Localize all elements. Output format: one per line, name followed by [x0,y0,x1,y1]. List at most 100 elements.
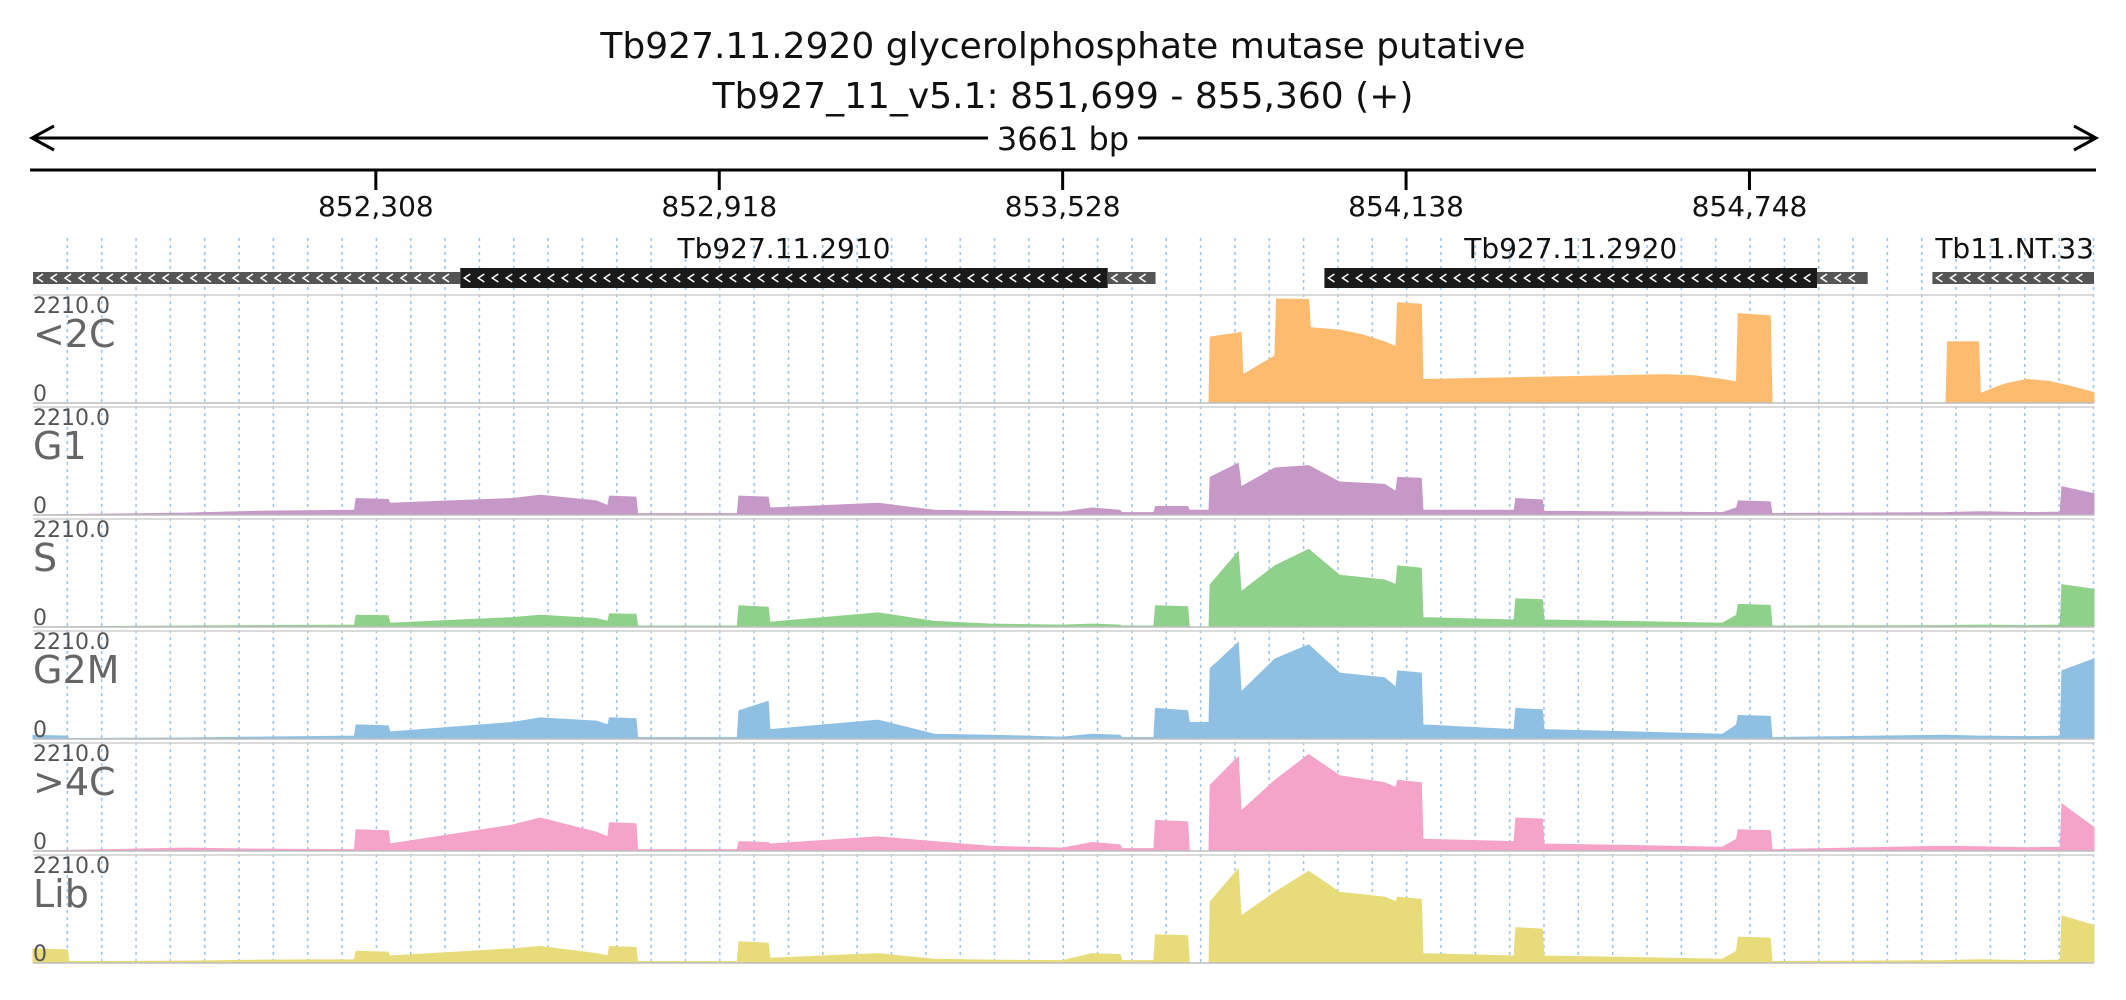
strand-chevron [840,273,849,283]
strand-chevron [1747,273,1755,283]
strand-chevron [756,273,765,283]
strand-chevron [1509,273,1517,283]
strand-chevron [518,273,527,283]
strand-chevron [1036,273,1045,283]
strand-chevron [1078,273,1087,283]
strand-chevron [1411,273,1419,283]
strand-chevron [952,273,961,283]
strand-chevron [938,273,947,283]
strand-chevron [1022,273,1031,283]
strand-chevron [1495,273,1503,283]
strand-chevron [77,273,86,283]
strand-chevron [329,273,338,283]
strand-chevron [133,273,142,283]
strand-chevron [644,273,653,283]
strand-chevron [854,273,863,283]
strand-chevron [826,273,835,283]
coverage-tracks: 2210.00<2C2210.00G12210.00S2210.00G2M221… [32,294,2095,967]
strand-chevron [1819,273,1828,283]
strand-chevron [1537,273,1545,283]
strand-chevron [490,273,499,283]
strand-chevron [462,273,471,283]
track-name-label: G2M [33,648,119,692]
strand-chevron [161,273,170,283]
strand-chevron [728,273,737,283]
track-min-label: 0 [33,494,47,519]
track-max-label: 2210.0 [33,854,110,879]
strand-chevron [1110,273,1119,283]
strand-chevron [441,273,450,283]
strand-chevron [1453,273,1461,283]
strand-chevron [119,273,128,283]
track-max-label: 2210.0 [33,630,110,655]
track-min-label: 0 [33,606,47,631]
track-name-label: <2C [33,312,116,356]
strand-chevron [714,273,723,283]
strand-chevron [2075,273,2083,283]
track-min-label: 0 [33,382,47,407]
strand-chevron [1733,273,1741,283]
strand-chevron [1327,273,1335,283]
strand-chevron [35,273,44,283]
strand-chevron [203,273,212,283]
strand-chevron [371,273,380,283]
strand-chevron [1677,273,1685,283]
strand-chevron [175,273,184,283]
strand-chevron [357,273,366,283]
strand-chevron [1050,273,1059,283]
strand-chevron [1064,273,1073,283]
strand-chevron [1467,273,1475,283]
strand-chevron [1138,273,1147,283]
x-tick-label: 853,528 [1005,190,1121,223]
strand-chevron [1593,273,1601,283]
track-name-label: S [33,536,57,580]
strand-chevron [1439,273,1447,283]
strand-chevron [2033,273,2041,283]
strand-chevron [966,273,975,283]
strand-chevron [1565,273,1573,283]
strand-chevron [1425,273,1433,283]
strand-chevron [273,273,282,283]
coverage-area [33,298,2095,404]
strand-chevron [616,273,625,283]
strand-chevron [287,273,296,283]
track-name-label: >4C [33,760,116,804]
strand-chevron [1775,273,1783,283]
strand-chevron [1008,273,1017,283]
strand-chevron [1663,273,1671,283]
x-tick-label: 854,138 [1348,190,1464,223]
strand-chevron [784,273,793,283]
x-axis-ticks: 852,308 852,918 853,528 854,138 854,748 [318,170,1807,223]
strand-chevron [63,273,72,283]
strand-chevron [1607,273,1615,283]
x-tick-label: 854,748 [1692,190,1808,223]
gene-cds-bar [1324,268,1818,288]
track-min-label: 0 [33,718,47,743]
strand-chevron [910,273,919,283]
strand-chevron [399,273,408,283]
coverage-area [32,462,2095,516]
strand-chevron [1935,273,1943,283]
strand-chevron [868,273,877,283]
strand-chevron [1092,273,1101,283]
strand-chevron [301,273,310,283]
strand-chevron [700,273,709,283]
strand-chevron [1963,273,1971,283]
span-length-label: 3661 bp [997,120,1129,158]
x-tick-label: 852,308 [318,190,434,223]
chart-subtitle: Tb927_11_v5.1: 851,699 - 855,360 (+) [712,76,1414,117]
strand-chevron [259,273,268,283]
strand-chevron [1691,273,1699,283]
strand-chevron [1833,273,1842,283]
chart-title: Tb927.11.2920 glycerolphosphate mutase p… [599,26,1525,67]
strand-chevron [2019,273,2027,283]
strand-chevron [1397,273,1405,283]
strand-chevron [427,273,436,283]
strand-chevron [245,273,254,283]
strand-chevron [686,273,695,283]
strand-chevron [1383,273,1391,283]
strand-chevron [1523,273,1531,283]
strand-chevron [1481,273,1489,283]
strand-chevron [896,273,905,283]
